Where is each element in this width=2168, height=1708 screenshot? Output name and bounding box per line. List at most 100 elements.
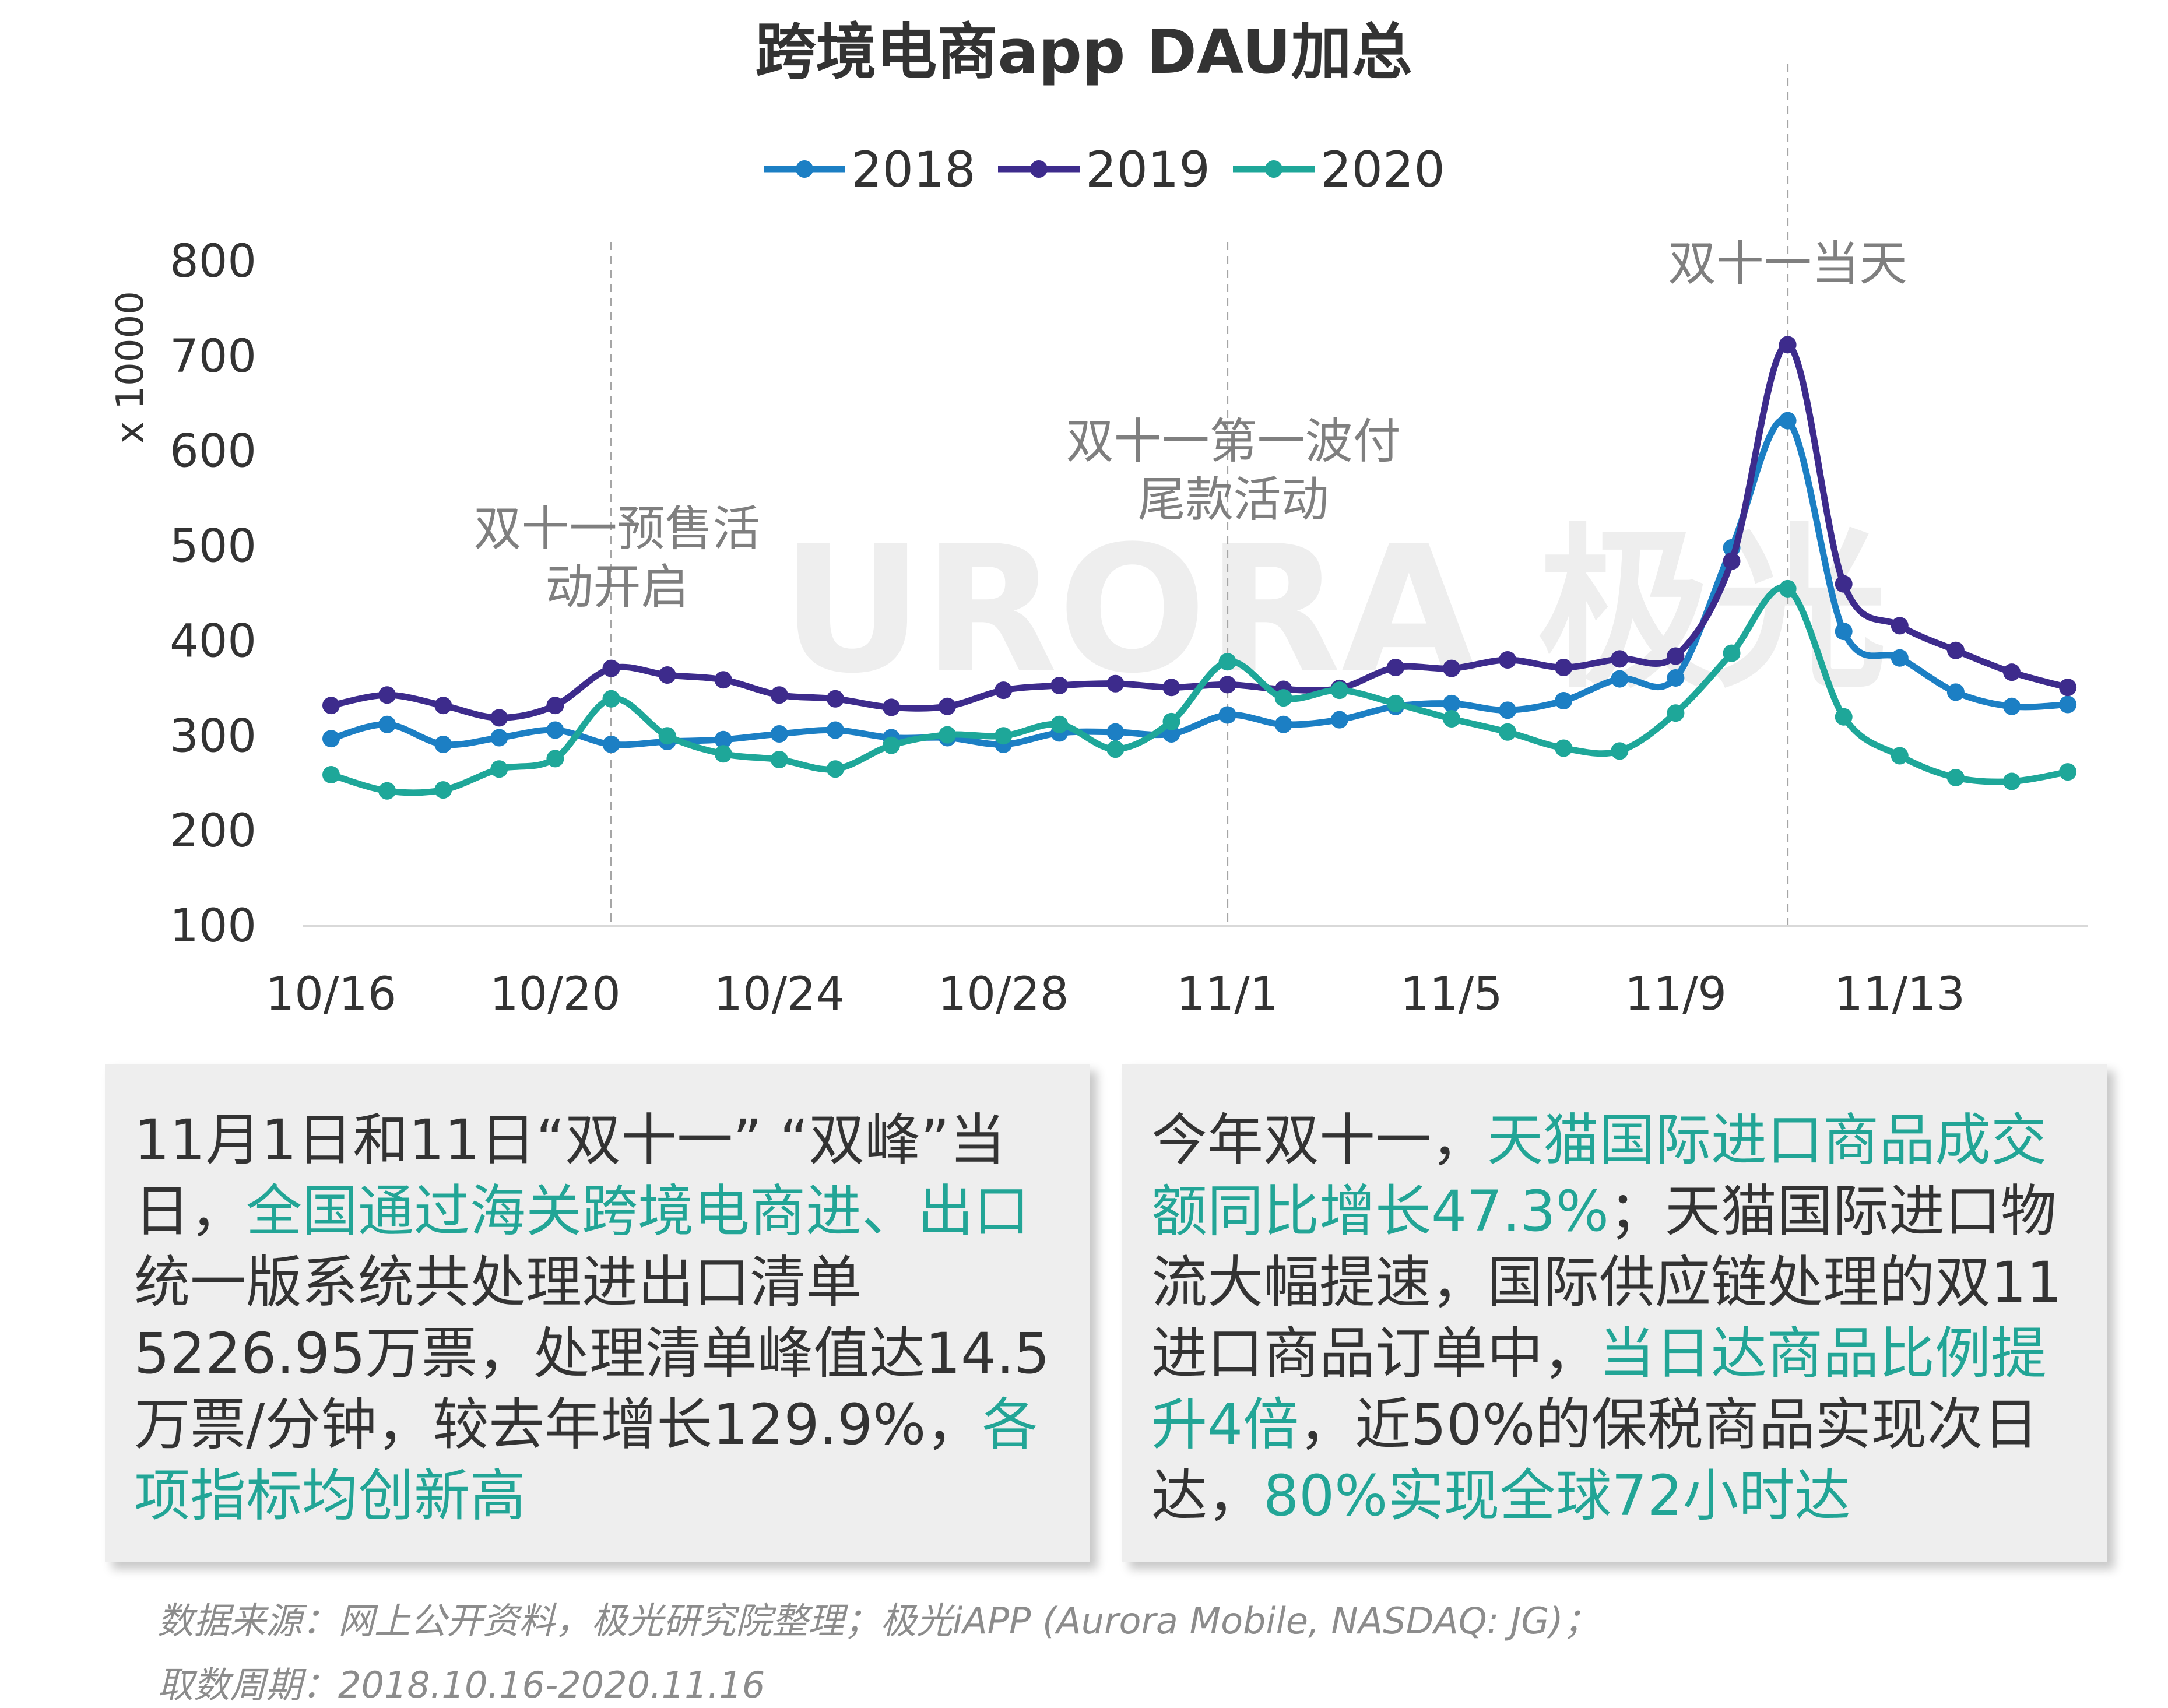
- data-point-2018: [378, 715, 396, 733]
- data-point-2018: [1162, 725, 1180, 743]
- data-point-2019: [1499, 651, 1517, 669]
- data-point-2020: [602, 690, 620, 708]
- x-tick-label: 11/13: [1834, 968, 1965, 1021]
- data-point-2020: [1891, 747, 1909, 765]
- y-axis-ticks: 100 200 300 400 500 600 700 800: [170, 236, 256, 953]
- watermark-text: URORA 极光: [781, 508, 1887, 712]
- annotation-label: 双十一当天: [1668, 236, 1907, 291]
- y-tick-label: 300: [170, 710, 256, 762]
- data-point-2019: [1946, 641, 1965, 659]
- data-point-2018: [2003, 697, 2021, 715]
- data-point-2020: [1611, 742, 1629, 760]
- data-point-2018: [1891, 649, 1909, 667]
- data-point-2018: [1499, 701, 1517, 719]
- data-point-2020: [1218, 653, 1236, 671]
- data-point-2019: [1386, 659, 1404, 677]
- data-point-2020: [1779, 579, 1797, 598]
- data-point-2020: [546, 750, 564, 768]
- data-point-2019: [1050, 676, 1069, 694]
- data-point-2019: [1106, 674, 1125, 693]
- data-point-2020: [2003, 772, 2021, 790]
- data-point-2018: [322, 730, 340, 748]
- data-point-2018: [434, 735, 452, 753]
- data-point-2020: [434, 781, 452, 799]
- data-point-2020: [322, 766, 340, 784]
- x-tick-label: 11/5: [1400, 968, 1502, 1021]
- data-point-2019: [1779, 336, 1797, 354]
- data-point-2020: [490, 760, 508, 778]
- annotation-label: 双十一预售活: [473, 501, 760, 557]
- highlight-text: 80%实现全球72小时达: [1263, 1463, 1851, 1528]
- data-point-2020: [1274, 689, 1292, 707]
- data-point-2018: [1667, 669, 1685, 687]
- x-tick-label: 10/20: [490, 968, 621, 1021]
- data-point-2019: [995, 681, 1013, 700]
- data-point-2020: [1162, 712, 1180, 730]
- x-tick-label: 10/28: [938, 968, 1069, 1021]
- data-point-2019: [546, 697, 564, 715]
- data-point-2018: [546, 721, 564, 739]
- y-tick-label: 100: [170, 900, 256, 953]
- body-text: ；天猫国际进口物流大幅提速，国际供应链处理的双11进口商品订单中，: [1151, 1179, 2062, 1386]
- data-point-2018: [1330, 711, 1348, 729]
- data-point-2020: [1050, 715, 1069, 733]
- legend: 2018 2019 2020: [764, 141, 1445, 198]
- data-point-2019: [1891, 617, 1909, 635]
- data-point-2020: [1667, 704, 1685, 722]
- data-point-2019: [322, 697, 340, 715]
- data-point-2020: [883, 736, 900, 754]
- x-tick-label: 11/1: [1176, 968, 1278, 1021]
- legend-marker-2018: [796, 160, 813, 178]
- data-point-2019: [883, 698, 900, 716]
- data-point-2018: [1218, 706, 1236, 724]
- data-point-2018: [1106, 723, 1125, 741]
- annotation-label: 尾款活动: [1138, 472, 1329, 528]
- data-point-2019: [1443, 659, 1460, 677]
- data-point-2020: [1499, 723, 1517, 741]
- data-point-2018: [490, 729, 508, 747]
- right-info-box: 今年双十一，天猫国际进口商品成交额同比增长47.3%；天猫国际进口物流大幅提速，…: [1122, 1064, 2107, 1562]
- data-point-2018: [602, 735, 620, 753]
- data-point-2018: [1779, 412, 1797, 430]
- y-tick-label: 500: [170, 521, 256, 573]
- body-text: 今年双十一，: [1151, 1108, 1487, 1173]
- data-point-2020: [1835, 708, 1853, 726]
- data-point-2020: [1106, 740, 1125, 758]
- body-text: 统一版系统共处理进出口清单5226.95万票，处理清单峰值达14.5万票/分钟，…: [134, 1250, 1050, 1457]
- legend-label-2019: 2019: [1085, 141, 1210, 198]
- data-point-2019: [1611, 650, 1629, 668]
- data-point-2018: [1835, 623, 1853, 641]
- data-point-2018: [714, 730, 732, 748]
- data-point-2019: [714, 671, 732, 689]
- data-point-2020: [1555, 739, 1573, 757]
- data-point-2018: [1274, 715, 1292, 733]
- x-tick-label: 11/9: [1625, 968, 1727, 1021]
- data-point-2019: [770, 686, 788, 704]
- y-tick-label: 600: [170, 426, 256, 478]
- y-tick-label: 200: [170, 805, 256, 857]
- data-point-2020: [378, 782, 396, 800]
- data-point-2018: [770, 725, 788, 743]
- data-point-2019: [490, 709, 508, 727]
- data-point-2020: [1946, 768, 1965, 786]
- data-point-2019: [434, 697, 452, 715]
- data-point-2018: [1555, 692, 1573, 710]
- data-point-2019: [658, 666, 676, 684]
- annotation-label: 动开启: [545, 560, 688, 615]
- legend-marker-2020: [1265, 160, 1282, 178]
- series-line-2018: [330, 416, 2068, 748]
- data-point-2019: [1162, 679, 1180, 697]
- x-tick-label: 10/24: [714, 968, 845, 1021]
- data-point-2020: [995, 727, 1013, 745]
- data-point-2020: [1443, 709, 1460, 728]
- body-text: ，近50%的保税商品实现次日达，: [1151, 1392, 2039, 1528]
- data-point-2020: [714, 745, 732, 763]
- data-point-2020: [2059, 763, 2077, 781]
- data-point-2020: [826, 760, 844, 778]
- x-axis-ticks: 10/16 10/20 10/24 10/28 11/1 11/5 11/9 11/13: [266, 968, 1966, 1021]
- data-point-2019: [2003, 663, 2021, 681]
- highlight-text: 天猫国际进口商品成交额同比增长47.3%: [1151, 1108, 2047, 1244]
- highlight-text: 当日达商品比例提升4倍: [1151, 1321, 2047, 1457]
- highlight-text: 各项指标均创新高: [134, 1392, 1038, 1528]
